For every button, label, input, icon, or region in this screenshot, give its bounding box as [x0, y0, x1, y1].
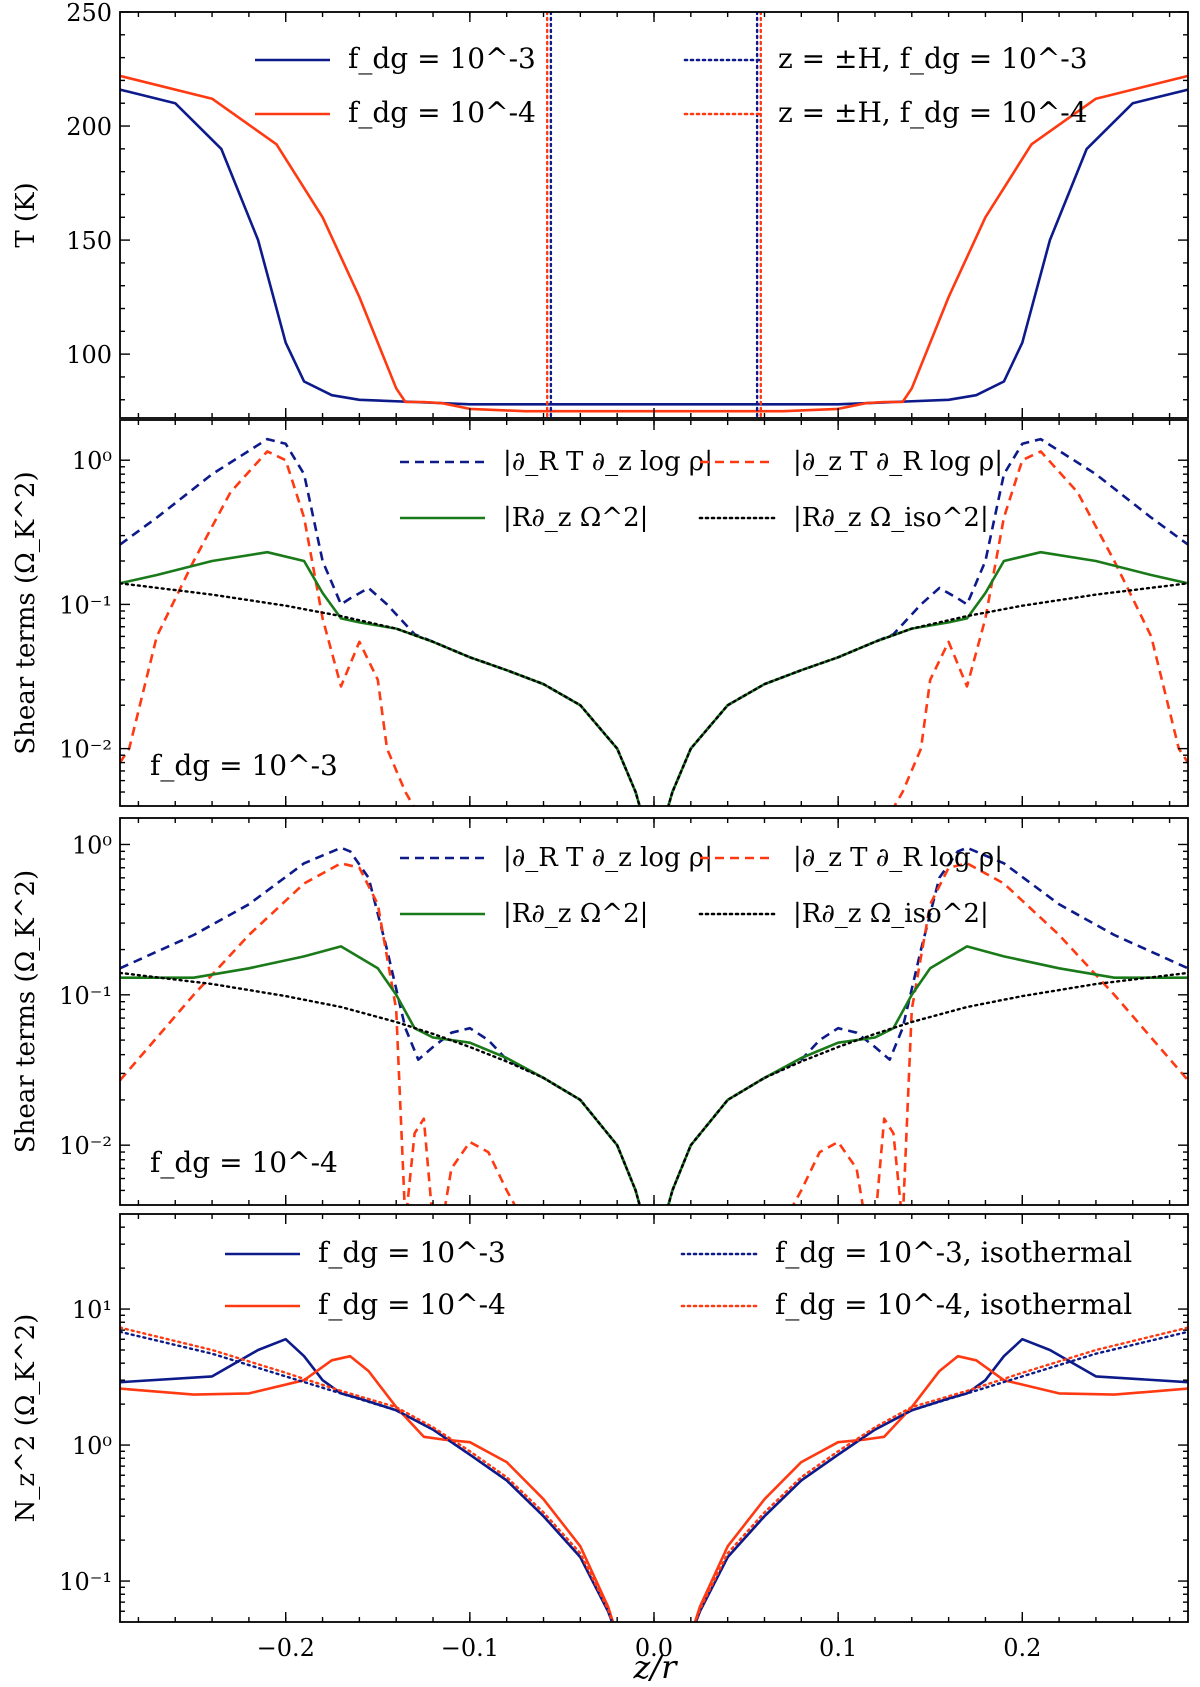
y-tick-label: 250 — [66, 0, 112, 27]
series-line — [694, 1337, 1188, 1622]
y-tick-label: 10⁻¹ — [59, 591, 112, 619]
legend-label: |R∂_z Ω^2| — [503, 503, 648, 533]
y-tick-label: 150 — [66, 227, 112, 255]
y-axis-label: Shear terms (Ω_K^2) — [11, 870, 41, 1153]
series-line — [694, 1330, 1188, 1622]
panels-group: 100 150 200 250 T (K) f_dg = 10^-3 f_dg = 10^-… — [11, 0, 1189, 1662]
panel-annotation: f_dg = 10^-4 — [150, 1146, 338, 1179]
data-group — [120, 1326, 1188, 1622]
panel-annotation: f_dg = 10^-3 — [150, 749, 338, 782]
y-tick-label: 10¹ — [72, 1296, 112, 1324]
series-line — [120, 88, 1188, 406]
series-line — [893, 450, 1188, 806]
series-line — [667, 550, 1188, 806]
y-tick-label: 100 — [66, 341, 112, 369]
y-axis-label: Shear terms (Ω_K^2) — [11, 471, 41, 754]
x-tick-label: 0.2 — [1003, 1634, 1041, 1662]
panel-shear-1e-3: 10⁻² 10⁻¹ 10⁰ Shear terms (Ω_K^2) |∂_R T ∂_z… — [11, 419, 1189, 807]
series-line — [667, 846, 1188, 1205]
series-line — [120, 437, 641, 806]
y-tick-label: 10⁻¹ — [59, 1568, 112, 1596]
legend-label: |∂_R T ∂_z log ρ| — [503, 843, 713, 873]
series-line — [693, 1354, 1188, 1622]
y-tick-label: 200 — [66, 113, 112, 141]
panel-shear-1e-4: 10⁻² 10⁻¹ 10⁰ Shear terms (Ω_K^2) |∂_R T ∂_z… — [11, 817, 1189, 1206]
y-tick-label: 10⁻² — [59, 736, 112, 764]
legend-label: z = ±H, f_dg = 10^-3 — [778, 42, 1088, 75]
legend-label: |R∂_z Ω_iso^2| — [793, 899, 989, 929]
legend-label: f_dg = 10^-3 — [318, 1236, 506, 1269]
x-tick-label: 0.1 — [819, 1634, 857, 1662]
series-line — [120, 1330, 614, 1622]
legend-label: |∂_R T ∂_z log ρ| — [503, 447, 713, 477]
y-tick-label: 10⁰ — [72, 1432, 112, 1460]
data-group — [120, 846, 1188, 1205]
legend-label: f_dg = 10^-3, isothermal — [775, 1236, 1132, 1269]
y-tick-label: 10⁻¹ — [59, 982, 112, 1010]
series-line — [120, 971, 641, 1205]
data-group — [120, 12, 1188, 418]
series-line — [120, 582, 641, 806]
series-line — [120, 450, 415, 806]
legend-label: f_dg = 10^-3 — [348, 42, 536, 75]
legend-label: |R∂_z Ω^2| — [503, 899, 648, 929]
legend-label: |∂_z T ∂_R log ρ| — [793, 843, 1003, 873]
series-line — [120, 862, 517, 1205]
plot-frame — [119, 1213, 1189, 1623]
legend-label: |∂_z T ∂_R log ρ| — [793, 447, 1003, 477]
y-tick-label: 10⁰ — [72, 447, 112, 475]
data-group — [120, 437, 1188, 806]
legend-label: f_dg = 10^-4 — [348, 96, 536, 129]
y-axis-label: T (K) — [11, 182, 41, 247]
legend-label: f_dg = 10^-4 — [318, 1288, 506, 1321]
legend-label: f_dg = 10^-4, isothermal — [775, 1288, 1132, 1321]
series-line — [120, 1337, 614, 1622]
x-tick-label: −0.1 — [441, 1634, 499, 1662]
panel-brunt: −0.2 −0.1 0.0 0.1 0.2 10⁻¹ 10⁰ 10¹ N_z^2 (Ω_K^2)… — [11, 1213, 1189, 1662]
y-tick-label: 10⁰ — [72, 831, 112, 859]
y-tick-label: 10⁻² — [59, 1132, 112, 1160]
series-line — [667, 582, 1188, 806]
series-line — [667, 945, 1188, 1205]
series-line — [667, 971, 1188, 1205]
series-line — [694, 1326, 1188, 1622]
series-line — [791, 862, 1188, 1205]
y-axis-label: N_z^2 (Ω_K^2) — [11, 1314, 41, 1523]
panel-temperature: 100 150 200 250 T (K) f_dg = 10^-3 f_dg = 10^-… — [11, 0, 1189, 419]
x-tick-label: 0.0 — [635, 1634, 673, 1662]
legend-label: z = ±H, f_dg = 10^-4 — [778, 96, 1088, 129]
series-line — [667, 437, 1188, 806]
x-axis-label: z/r — [633, 1648, 679, 1686]
series-line — [120, 1354, 615, 1622]
series-line — [120, 1326, 614, 1622]
x-tick-label: −0.2 — [257, 1634, 315, 1662]
legend-label: |R∂_z Ω_iso^2| — [793, 503, 989, 533]
